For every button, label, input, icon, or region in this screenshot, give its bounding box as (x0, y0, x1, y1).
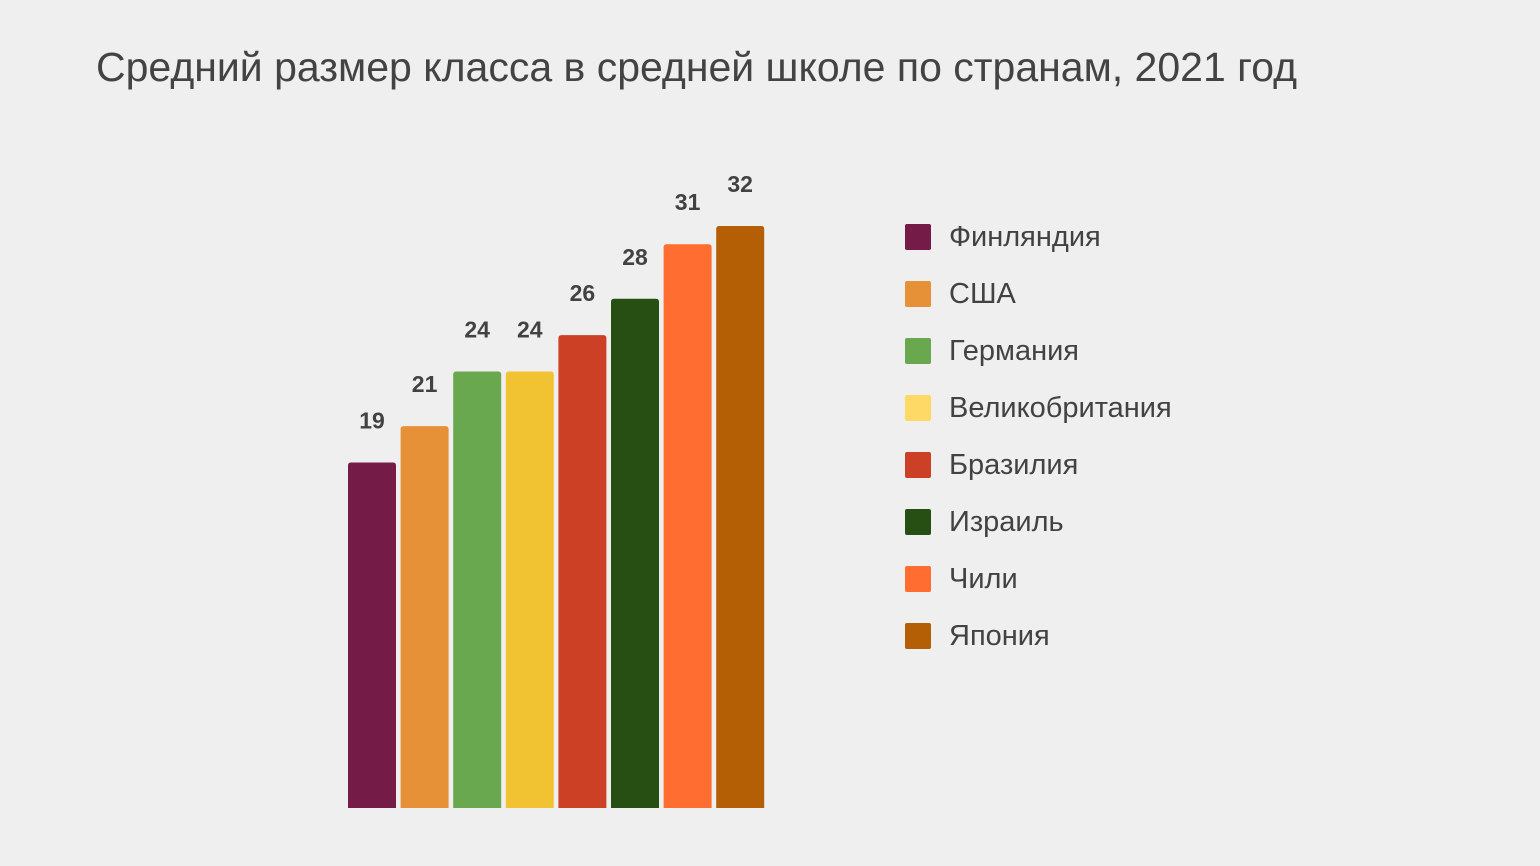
bar-1 (400, 426, 449, 808)
legend-swatch (905, 623, 931, 649)
legend-swatch (905, 509, 931, 535)
legend-item: Израиль (905, 505, 1064, 538)
data-label: 26 (570, 280, 596, 306)
bar-6 (663, 244, 712, 808)
bar-2 (453, 371, 502, 808)
legend-item: Япония (905, 619, 1050, 652)
legend-label: Германия (949, 334, 1080, 367)
legend-swatch (905, 395, 931, 421)
legend-label: Великобритания (949, 391, 1172, 424)
bar-3 (505, 371, 554, 808)
legend-swatch (905, 224, 931, 250)
bar-0 (348, 462, 396, 808)
legend-label: Бразилия (949, 448, 1079, 481)
legend-item: Великобритания (905, 391, 1172, 424)
bar-5 (611, 298, 659, 808)
legend-item: США (905, 277, 1016, 310)
bar-4 (558, 335, 607, 808)
legend-swatch (905, 452, 931, 478)
legend-item: Бразилия (905, 448, 1079, 481)
data-label: 32 (727, 171, 753, 197)
legend-item: Финляндия (905, 220, 1101, 253)
data-label: 31 (675, 189, 701, 215)
bar-7 (716, 226, 765, 808)
legend-label: Израиль (949, 505, 1064, 538)
data-label: 24 (464, 317, 490, 343)
legend-item: Германия (905, 334, 1080, 367)
legend-swatch (905, 566, 931, 592)
legend-swatch (905, 338, 931, 364)
legend-label: Япония (949, 619, 1050, 652)
data-label: 21 (412, 371, 438, 397)
legend-label: США (949, 277, 1016, 310)
legend-label: Финляндия (949, 220, 1101, 253)
data-label: 24 (517, 317, 543, 343)
data-label: 28 (622, 244, 648, 270)
legend-swatch (905, 281, 931, 307)
data-label: 19 (359, 407, 385, 433)
legend-label: Чили (949, 562, 1018, 595)
legend-item: Чили (905, 562, 1018, 595)
chart-title: Средний размер класса в средней школе по… (96, 44, 1298, 90)
